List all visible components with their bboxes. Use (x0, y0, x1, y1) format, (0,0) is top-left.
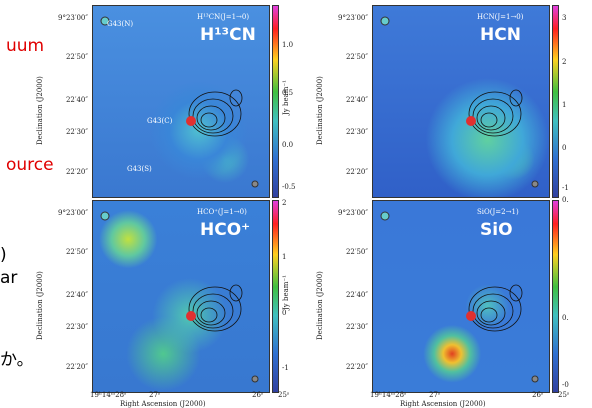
dec-tick-label: 22′40″ (346, 291, 368, 299)
colorbar-tick-label: 3 (562, 14, 566, 22)
dec-tick-label: 22′40″ (346, 96, 368, 104)
y-axis-label: Declination (J2000) (316, 76, 324, 145)
colorbar (272, 5, 279, 198)
line-label: HCN(J=1→0) (477, 13, 524, 21)
slide-text-fragment: ar (0, 268, 17, 288)
map-image (372, 200, 550, 393)
dec-tick-label: 22′30″ (346, 128, 368, 136)
colorbar-tick-label: 0 (282, 309, 286, 317)
colorbar-tick-label: 0 (562, 144, 566, 152)
ra-tick-label: 19ʰ14ᵐ28ˢ (370, 391, 406, 399)
colorbar-tick-label: 2 (282, 199, 286, 207)
ra-tick-label: 26ˢ (252, 391, 263, 399)
colorbar-tick-label: 0. (562, 196, 569, 204)
panel-title: SiO (480, 220, 513, 240)
dec-tick-label: 22′20″ (346, 168, 368, 176)
y-axis-label: Declination (J2000) (316, 271, 324, 340)
line-label: H¹³CN(J=1→0) (197, 13, 249, 21)
colorbar (272, 200, 279, 393)
dec-tick-label: 9°23′00″ (58, 14, 88, 22)
ra-tick-label: 27ˢ (149, 391, 160, 399)
dec-tick-label: 22′20″ (66, 168, 88, 176)
slide: H¹³CNH¹³CN(J=1→0)1.00.50.0-0.5Jy beam⁻¹9… (0, 0, 592, 408)
dec-tick-label: 22′40″ (66, 291, 88, 299)
dec-tick-label: 22′50″ (66, 248, 88, 256)
map-image (372, 5, 550, 198)
dec-tick-label: 22′30″ (66, 128, 88, 136)
colorbar-label: Jy beam⁻¹ (282, 275, 290, 310)
slide-text-fragment: ource (6, 155, 54, 175)
colorbar-tick-label: -1 (282, 364, 289, 372)
ra-tick-label: 25ˢ (278, 391, 289, 399)
colorbar (552, 5, 559, 198)
ra-tick-label: 25ˢ (558, 391, 569, 399)
colorbar-tick-label: 1 (282, 253, 286, 261)
dec-tick-label: 22′30″ (346, 323, 368, 331)
slide-text-fragment: ) (0, 245, 7, 265)
ra-tick-label: 19ʰ14ᵐ28ˢ (90, 391, 126, 399)
dec-tick-label: 22′50″ (346, 53, 368, 61)
y-axis-label: Declination (J2000) (36, 76, 44, 145)
ra-tick-label: 27ˢ (429, 391, 440, 399)
line-label: HCO⁺(J=1→0) (197, 208, 247, 216)
source-label: G43(S) (127, 165, 152, 173)
colorbar-label: Jy beam⁻¹ (282, 80, 290, 115)
dec-tick-label: 22′40″ (66, 96, 88, 104)
colorbar-tick-label: 0. (562, 314, 569, 322)
dec-tick-label: 22′50″ (66, 53, 88, 61)
colorbar-tick-label: 1.0 (282, 41, 293, 49)
colorbar (552, 200, 559, 393)
colorbar-tick-label: 0.0 (282, 141, 293, 149)
slide-text-fragment: uum (6, 36, 44, 56)
line-label: SiO(J=2→1) (477, 208, 519, 216)
panel-title: HCN (480, 25, 521, 45)
colorbar-tick-label: -1 (562, 184, 569, 192)
dec-tick-label: 22′20″ (346, 363, 368, 371)
dec-tick-label: 22′20″ (66, 363, 88, 371)
colorbar-tick-label: 2 (562, 58, 566, 66)
x-axis-label: Right Ascension (J2000) (120, 400, 206, 408)
source-label: G43(C) (147, 117, 172, 125)
x-axis-label: Right Ascension (J2000) (400, 400, 486, 408)
ra-tick-label: 26ˢ (532, 391, 543, 399)
dec-tick-label: 9°23′00″ (338, 14, 368, 22)
dec-tick-label: 22′50″ (346, 248, 368, 256)
y-axis-label: Declination (J2000) (36, 271, 44, 340)
source-label: G43(N) (107, 20, 133, 28)
dec-tick-label: 9°23′00″ (58, 209, 88, 217)
colorbar-tick-label: -0 (562, 381, 569, 389)
dec-tick-label: 9°23′00″ (338, 209, 368, 217)
colorbar-tick-label: 1 (562, 101, 566, 109)
slide-text-fragment: か。 (0, 345, 34, 370)
colorbar-tick-label: -0.5 (282, 183, 296, 191)
contours (373, 201, 550, 393)
dec-tick-label: 22′30″ (66, 323, 88, 331)
panel-title: H¹³CN (200, 25, 256, 45)
panel-title: HCO⁺ (200, 220, 250, 240)
contours (373, 6, 550, 198)
